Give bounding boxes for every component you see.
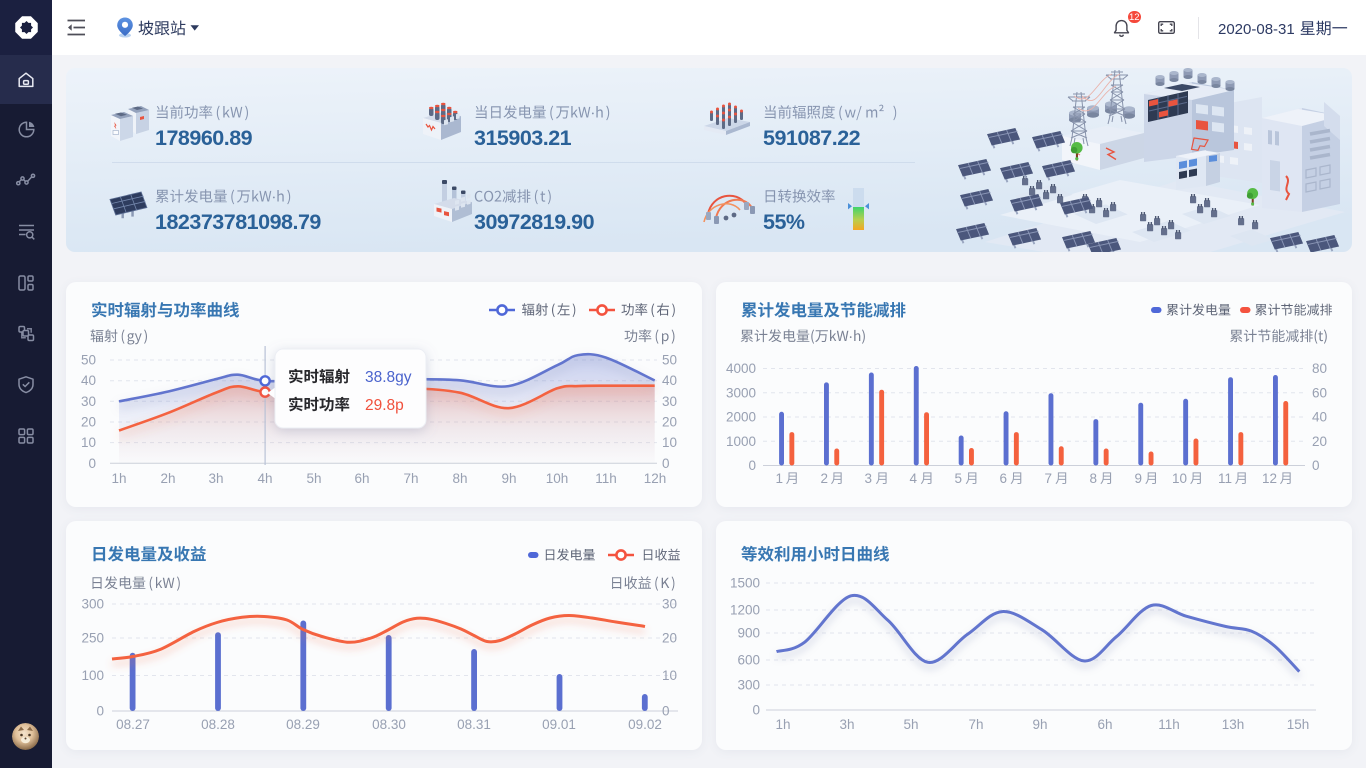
svg-text:60: 60 (1312, 385, 1327, 400)
svg-text:5: 5 (954, 471, 962, 486)
svg-text:08.29: 08.29 (286, 717, 320, 732)
svg-text:900: 900 (737, 626, 760, 641)
svg-text:29.8p: 29.8p (365, 397, 404, 414)
svg-text:1h: 1h (775, 717, 790, 732)
svg-text:2000: 2000 (726, 410, 756, 425)
svg-text:5h: 5h (306, 471, 321, 486)
svg-text:9h: 9h (501, 471, 516, 486)
svg-text:20: 20 (1312, 434, 1327, 449)
svg-text:10h: 10h (546, 471, 569, 486)
svg-text:9h: 9h (1032, 717, 1047, 732)
svg-text:9: 9 (1134, 471, 1142, 486)
svg-text:182373781098.79: 182373781098.79 (155, 210, 321, 234)
svg-text:1500: 1500 (730, 576, 760, 591)
svg-text:11h: 11h (1158, 717, 1180, 732)
svg-text:3: 3 (864, 471, 872, 486)
svg-text:10: 10 (1172, 471, 1187, 486)
svg-text:40: 40 (81, 373, 96, 388)
svg-text:20: 20 (81, 415, 96, 430)
svg-text:10: 10 (81, 435, 96, 450)
svg-text:55%: 55% (763, 210, 805, 234)
svg-text:0: 0 (1312, 458, 1320, 473)
svg-text:20: 20 (662, 415, 677, 430)
svg-text:09.01: 09.01 (542, 717, 576, 732)
svg-text:10: 10 (662, 668, 677, 683)
svg-text:30: 30 (662, 597, 677, 612)
svg-text:20: 20 (662, 631, 677, 646)
svg-text:11: 11 (1218, 471, 1232, 486)
svg-text:40: 40 (1312, 410, 1327, 425)
svg-text:1h: 1h (111, 471, 126, 486)
svg-text:08.30: 08.30 (372, 717, 406, 732)
svg-text:30: 30 (81, 394, 96, 409)
svg-text:0: 0 (748, 458, 756, 473)
svg-text:6h: 6h (354, 471, 369, 486)
svg-text:08.27: 08.27 (116, 717, 150, 732)
svg-text:3000: 3000 (726, 385, 756, 400)
svg-text:2020-08-31: 2020-08-31 (1218, 21, 1295, 38)
svg-text:12h: 12h (644, 471, 667, 486)
svg-text:600: 600 (737, 653, 760, 668)
svg-text:8: 8 (1089, 471, 1097, 486)
svg-text:6h: 6h (1097, 717, 1112, 732)
svg-text:12: 12 (1262, 471, 1277, 486)
svg-text:3h: 3h (208, 471, 223, 486)
svg-text:8h: 8h (452, 471, 467, 486)
svg-text:30972819.90: 30972819.90 (474, 210, 595, 234)
svg-text:0: 0 (752, 703, 760, 718)
svg-text:300: 300 (81, 597, 104, 612)
svg-text:300: 300 (737, 678, 760, 693)
svg-text:4: 4 (909, 471, 917, 486)
svg-text:4000: 4000 (726, 361, 756, 376)
svg-text:30: 30 (662, 394, 677, 409)
svg-text:7: 7 (1044, 471, 1052, 486)
svg-text:5h: 5h (903, 717, 918, 732)
svg-text:0: 0 (662, 456, 670, 471)
svg-text:40: 40 (662, 373, 677, 388)
svg-text:1: 1 (775, 471, 783, 486)
svg-text:100: 100 (81, 668, 104, 683)
svg-text:38.8gy: 38.8gy (365, 369, 412, 386)
svg-text:50: 50 (662, 353, 677, 368)
svg-text:2h: 2h (160, 471, 175, 486)
svg-text:09.02: 09.02 (628, 717, 662, 732)
svg-text:1000: 1000 (726, 434, 756, 449)
svg-text:250: 250 (81, 631, 104, 646)
svg-text:08.31: 08.31 (457, 717, 491, 732)
svg-text:2: 2 (820, 471, 828, 486)
svg-text:7h: 7h (403, 471, 418, 486)
svg-text:0: 0 (662, 704, 670, 719)
svg-text:0: 0 (96, 704, 104, 719)
svg-text:1200: 1200 (730, 603, 760, 618)
svg-text:0: 0 (88, 456, 96, 471)
svg-text:15h: 15h (1287, 717, 1310, 732)
svg-text:4h: 4h (257, 471, 272, 486)
svg-text:315903.21: 315903.21 (474, 126, 572, 150)
svg-text:08.28: 08.28 (201, 717, 235, 732)
svg-text:6: 6 (999, 471, 1007, 486)
svg-text:13h: 13h (1222, 717, 1245, 732)
svg-text:50: 50 (81, 353, 96, 368)
svg-text:7h: 7h (968, 717, 983, 732)
svg-text:178960.89: 178960.89 (155, 126, 253, 150)
svg-text:80: 80 (1312, 361, 1327, 376)
svg-text:591087.22: 591087.22 (763, 126, 861, 150)
svg-text:3h: 3h (839, 717, 854, 732)
svg-text:10: 10 (662, 435, 677, 450)
svg-text:11h: 11h (595, 471, 617, 486)
